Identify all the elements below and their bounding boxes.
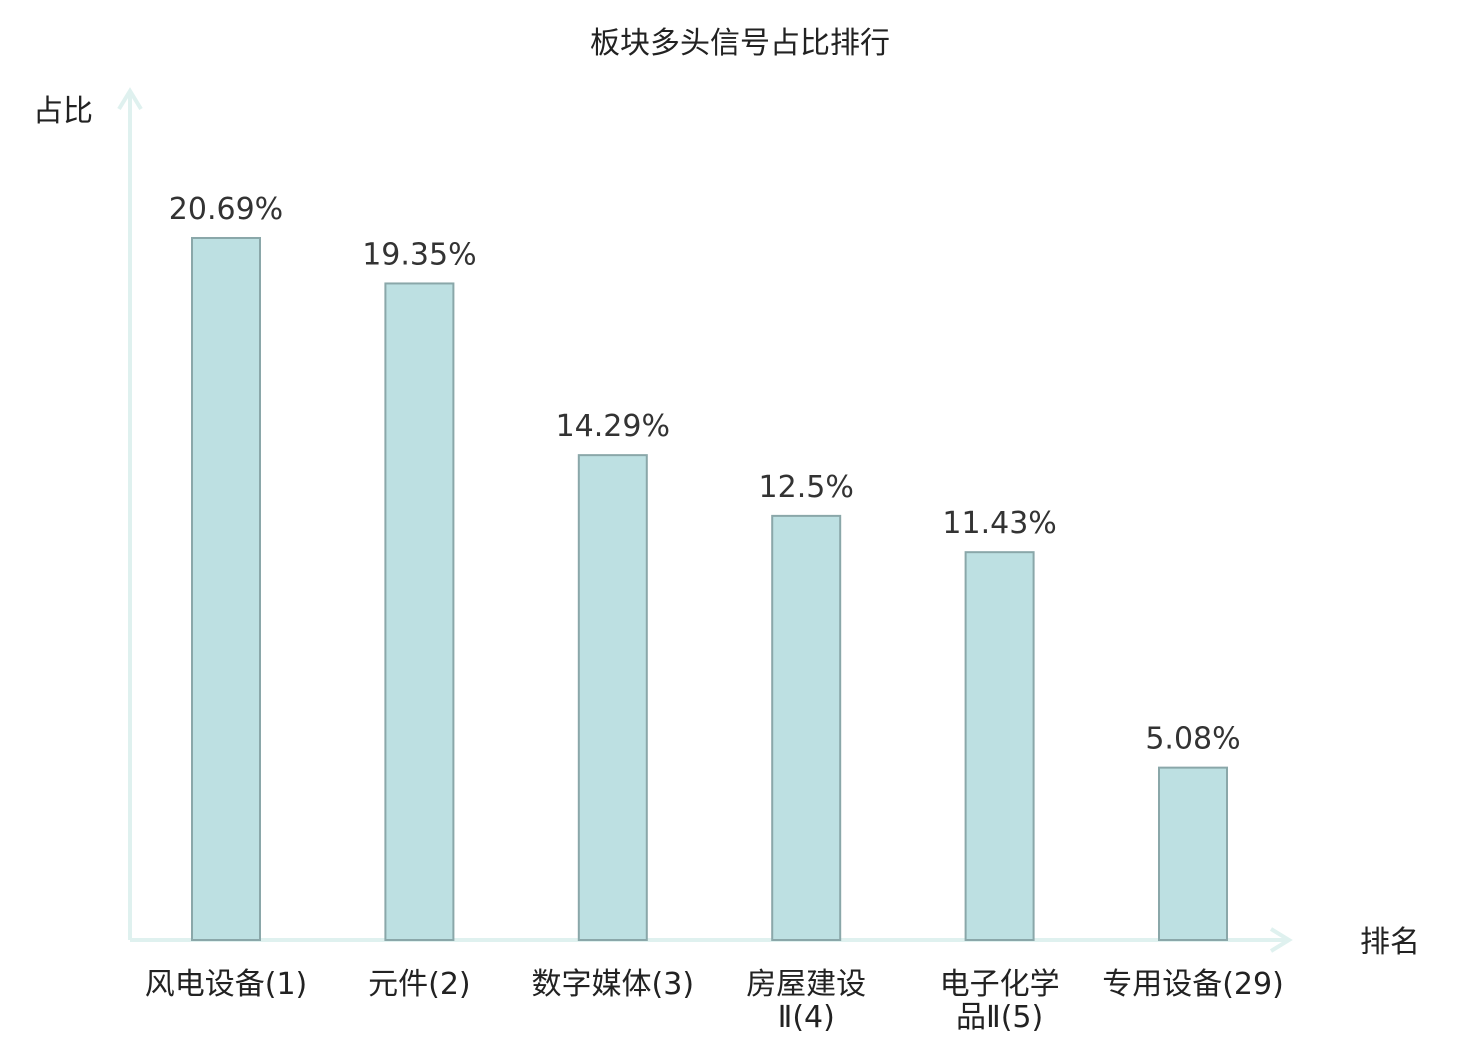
value-label: 12.5% — [759, 470, 854, 505]
value-label: 19.35% — [362, 237, 476, 272]
category-label: 房屋建设 — [746, 967, 866, 1002]
bar — [771, 514, 842, 941]
bar — [1158, 766, 1228, 942]
category-label: 风电设备(1) — [145, 967, 308, 1002]
category-label: Ⅱ(4) — [778, 1000, 835, 1035]
category-label: 专用设备(29) — [1102, 967, 1284, 1002]
value-label: 20.69% — [169, 192, 283, 227]
category-label: 电子化学 — [940, 967, 1060, 1002]
bars-group — [191, 236, 1228, 942]
x-axis-arrow-icon — [1269, 927, 1293, 953]
chart-title: 板块多头信号占比排行 — [590, 26, 890, 61]
bar — [191, 236, 261, 942]
category-label: 数字媒体(3) — [532, 967, 695, 1002]
category-label: 元件(2) — [368, 967, 471, 1002]
axes — [117, 87, 1293, 953]
x-axis-label: 排名 — [1360, 925, 1420, 960]
bar — [384, 282, 455, 941]
value-label: 11.43% — [942, 506, 1056, 541]
y-axis-label: 占比 — [33, 94, 93, 129]
value-label: 5.08% — [1145, 722, 1240, 757]
value-label: 14.29% — [556, 409, 670, 444]
value-labels-group: 20.69% 19.35% 14.29% 12.5% 11.43% 5.08% — [169, 192, 1241, 757]
category-label: 品Ⅱ(5) — [956, 1000, 1043, 1035]
bar — [577, 454, 648, 941]
bar — [964, 551, 1035, 941]
y-axis-arrow-icon — [117, 87, 143, 111]
